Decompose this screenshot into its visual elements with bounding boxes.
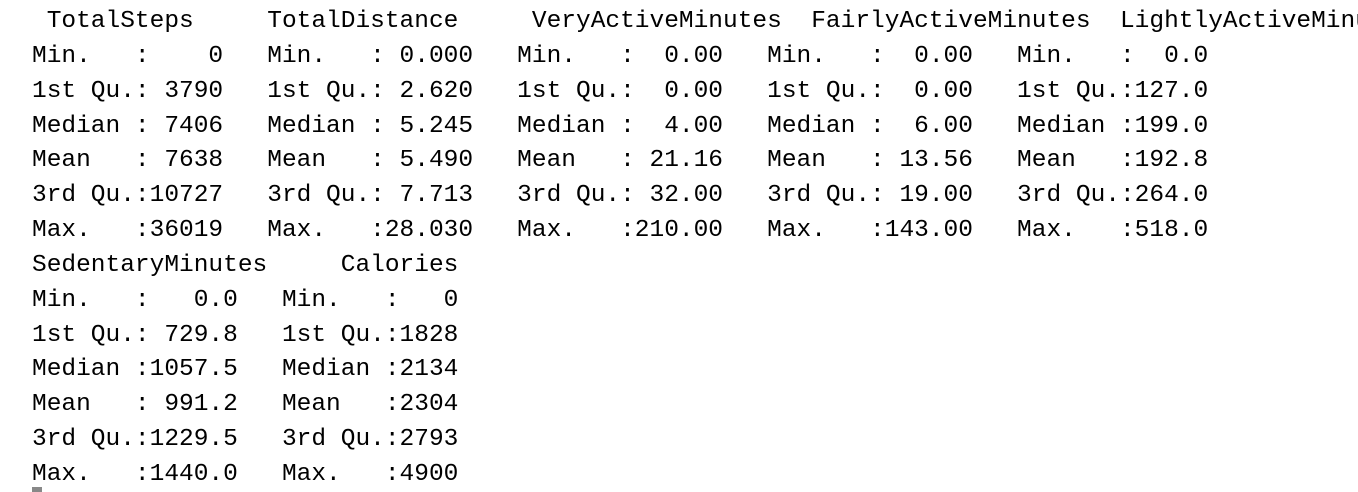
summary-row-median: Median :1057.5 Median :2134 xyxy=(32,356,459,383)
summary-header-block1: TotalSteps TotalDistance VeryActiveMinut… xyxy=(32,8,1358,35)
summary-row-max: Max. :1440.0 Max. :4900 xyxy=(32,461,459,488)
summary-row-3rd-qu: 3rd Qu.:10727 3rd Qu.: 7.713 3rd Qu.: 32… xyxy=(32,182,1209,209)
summary-row-1st-qu: 1st Qu.: 3790 1st Qu.: 2.620 1st Qu.: 0.… xyxy=(32,78,1209,105)
summary-row-1st-qu: 1st Qu.: 729.8 1st Qu.:1828 xyxy=(32,322,459,349)
prompt-cursor xyxy=(32,487,42,492)
summary-row-min: Min. : 0.0 Min. : 0 xyxy=(32,287,459,314)
summary-header-block2: SedentaryMinutes Calories xyxy=(32,252,459,279)
summary-row-3rd-qu: 3rd Qu.:1229.5 3rd Qu.:2793 xyxy=(32,426,459,453)
summary-row-median: Median : 7406 Median : 5.245 Median : 4.… xyxy=(32,113,1209,140)
summary-row-max: Max. :36019 Max. :28.030 Max. :210.00 Ma… xyxy=(32,217,1209,244)
summary-row-mean: Mean : 7638 Mean : 5.490 Mean : 21.16 Me… xyxy=(32,147,1209,174)
summary-row-min: Min. : 0 Min. : 0.000 Min. : 0.00 Min. :… xyxy=(32,43,1209,70)
summary-row-mean: Mean : 991.2 Mean :2304 xyxy=(32,391,459,418)
